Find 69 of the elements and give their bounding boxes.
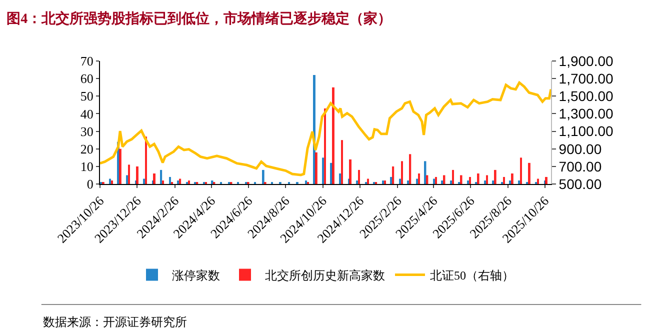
bar	[477, 173, 480, 184]
chart-title: 图4：北交所强势股指标已到低位，市场情绪已逐步稳定（家）	[6, 10, 392, 28]
bar	[399, 178, 401, 184]
bar	[169, 176, 171, 184]
bar	[401, 161, 403, 184]
bar	[409, 154, 412, 184]
y-tick-label: 30	[80, 124, 94, 139]
legend-label: 涨停家数	[172, 268, 220, 282]
bar	[443, 175, 446, 184]
bar	[452, 170, 454, 184]
y2-tick-label: 1,100.00	[558, 123, 614, 140]
bar	[450, 180, 452, 184]
bar	[367, 178, 369, 184]
y2-tick-label: 1,700.00	[558, 70, 614, 86]
bar	[160, 170, 162, 184]
bar	[341, 140, 343, 184]
bar	[416, 178, 418, 184]
bar	[315, 152, 318, 184]
y-tick-label: 0	[86, 176, 94, 192]
bar	[356, 180, 358, 184]
y2-tick-label: 900.00	[558, 140, 602, 157]
bar	[460, 175, 462, 184]
bar	[324, 108, 326, 184]
y-tick-label: 70	[80, 54, 94, 69]
bar	[322, 158, 324, 184]
bar	[511, 173, 514, 184]
bar	[486, 175, 488, 184]
y-tick-label: 10	[80, 158, 94, 174]
source-note: 数据来源：开源证券研究所	[43, 315, 187, 329]
bar	[503, 176, 505, 184]
bar	[392, 166, 394, 184]
legend-label: 北证50（右轴）	[430, 268, 514, 282]
y-tick-label: 50	[80, 88, 94, 104]
bar	[424, 161, 426, 184]
bar	[494, 170, 496, 184]
bar	[162, 180, 164, 184]
y2-tick-label: 700.00	[558, 158, 602, 174]
y2-tick-label: 1,500.00	[558, 88, 614, 104]
y2-tick-label: 1,900.00	[558, 52, 614, 69]
y2-tick-label: 1,300.00	[558, 106, 614, 122]
bar	[484, 180, 486, 184]
bar	[153, 173, 156, 184]
bar	[143, 178, 146, 184]
bar	[407, 180, 410, 184]
bar	[358, 170, 360, 184]
y-tick-label: 20	[80, 141, 94, 156]
bar	[537, 178, 539, 184]
bar	[426, 175, 428, 184]
y-tick-label: 60	[80, 71, 94, 86]
legend-label: 北交所创历史新高家数	[265, 268, 385, 282]
bar	[520, 158, 522, 184]
bar	[390, 176, 392, 184]
y2-tick-label: 500.00	[558, 176, 602, 192]
bar	[545, 176, 548, 184]
bar	[349, 159, 352, 184]
bar	[128, 164, 130, 184]
bar	[339, 173, 342, 184]
bar	[332, 87, 334, 184]
bar	[136, 166, 138, 184]
bar	[119, 148, 122, 184]
line-series	[100, 81, 551, 176]
bar	[469, 176, 471, 184]
bar	[467, 180, 469, 184]
bar	[418, 173, 420, 184]
bar	[262, 170, 264, 184]
y-tick-label: 40	[80, 106, 94, 122]
bar	[126, 175, 128, 184]
bar	[528, 162, 530, 184]
bar	[518, 180, 520, 184]
